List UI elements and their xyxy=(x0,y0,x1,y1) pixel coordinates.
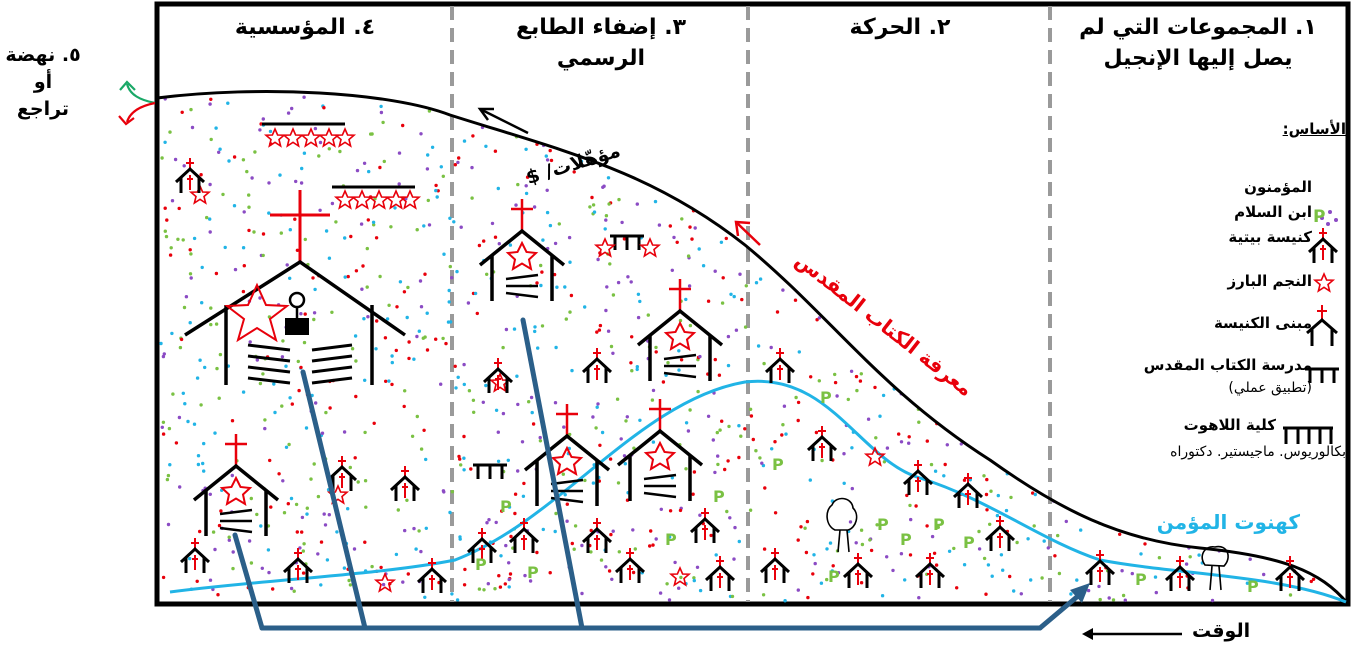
svg-text:P: P xyxy=(820,388,832,407)
stage-3-line1: ٣. إضفاء الطابع xyxy=(515,15,687,40)
priesthood-curve xyxy=(169,379,1347,604)
star-icon xyxy=(1314,273,1334,292)
dots-icon xyxy=(1320,210,1338,226)
stage-dividers xyxy=(450,6,1052,602)
knowledge-arrow xyxy=(734,220,761,246)
renewal-arrows xyxy=(118,80,156,126)
p-icon: P xyxy=(1313,207,1325,227)
legend-label-person-of-peace: ابن السلام xyxy=(1234,203,1312,221)
priesthood-label: كهنوت المؤمن xyxy=(1156,510,1300,534)
svg-text:P: P xyxy=(713,487,725,506)
legend-label-star: النجم البارز xyxy=(1227,272,1313,290)
svg-text:P: P xyxy=(772,455,784,474)
svg-text:P: P xyxy=(933,515,945,534)
legend-icons: P xyxy=(1283,207,1341,444)
legend-label-bible-school: مدرسة الكتاب المقدس xyxy=(1143,356,1312,374)
stage-4-line1: ٤. المؤسسية xyxy=(234,15,376,40)
legend-label-believers: المؤمنون xyxy=(1244,178,1312,196)
stage-3-line2: الرسمي xyxy=(556,46,646,71)
legend-sub-bible-school: (تطبيق عملي) xyxy=(1228,380,1312,396)
stage-2-header: ٢. الحركة xyxy=(752,12,1048,43)
credentials-label: مؤهّلات/ $ xyxy=(524,140,623,189)
svg-text:P: P xyxy=(527,563,539,582)
svg-text:P: P xyxy=(665,530,677,549)
trees xyxy=(826,497,1229,591)
stage-1-line2: يصل إليها الإنجيل xyxy=(1103,46,1293,71)
diagram-frame xyxy=(154,1,1351,607)
stage-4-header: ٤. المؤسسية xyxy=(160,12,450,43)
renewal-line1: ٥. نهضة xyxy=(5,44,81,66)
credentials-arrow xyxy=(477,107,529,135)
house-church-icon xyxy=(1307,226,1339,265)
svg-text:P: P xyxy=(828,567,840,586)
renewal-line3: تراجع xyxy=(16,98,70,120)
legend-label-house-church: كنيسة بيتية xyxy=(1228,228,1312,246)
hill-curve xyxy=(156,90,1350,605)
svg-text:P: P xyxy=(900,530,912,549)
church-building-icon xyxy=(1306,305,1338,346)
svg-text:P: P xyxy=(877,515,889,534)
feedback-arrows xyxy=(232,317,1090,631)
legend-label-church-building: مبنى الكنيسة xyxy=(1213,314,1312,332)
stage-1-line1: ١. المجموعات التي لم xyxy=(1079,15,1317,40)
renewal-label: ٥. نهضة أو تراجع xyxy=(0,42,86,123)
stage-1-header: ١. المجموعات التي لم يصل إليها الإنجيل xyxy=(1050,12,1346,74)
legend-title: الأساس: xyxy=(1282,120,1346,138)
seminary-icon xyxy=(1283,426,1333,444)
mega-church xyxy=(184,190,406,385)
legend-sub-seminary: بكالوريوس. ماجيستير. دكتوراه xyxy=(1170,444,1346,460)
time-arrow xyxy=(1082,628,1182,640)
time-label: الوقت xyxy=(1192,620,1251,642)
renewal-line2: أو xyxy=(33,71,53,93)
svg-text:P: P xyxy=(475,555,487,574)
seminaries xyxy=(262,122,415,189)
stage-3-header: ٣. إضفاء الطابع الرسمي xyxy=(454,12,748,74)
stage-2-line1: ٢. الحركة xyxy=(849,15,951,40)
seminary-stars xyxy=(265,128,420,209)
svg-text:P: P xyxy=(963,533,975,552)
svg-text:P: P xyxy=(500,497,512,516)
svg-text:P: P xyxy=(1247,577,1259,596)
svg-text:P: P xyxy=(1135,570,1147,589)
churches xyxy=(192,197,724,538)
legend-label-seminary: كلية اللاهوت xyxy=(1183,416,1276,434)
